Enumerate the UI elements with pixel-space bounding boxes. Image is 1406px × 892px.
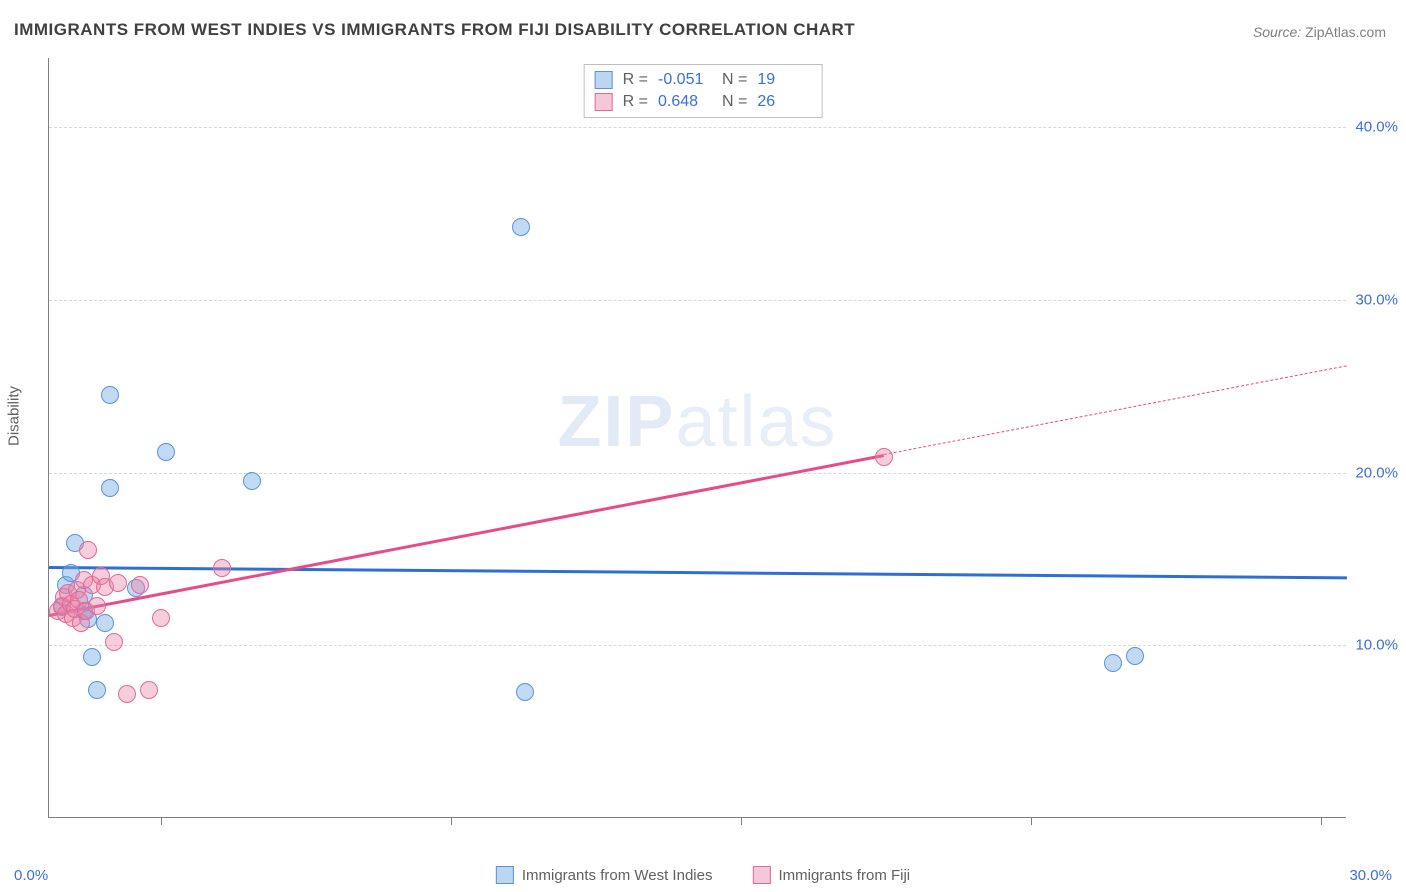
data-point-west_indies [512, 218, 530, 236]
gridline [49, 300, 1346, 301]
stats-n-value: 26 [757, 93, 811, 111]
legend-label: Immigrants from West Indies [522, 867, 713, 884]
x-axis-max-label: 30.0% [1349, 867, 1392, 884]
gridline [49, 473, 1346, 474]
legend-item-fiji: Immigrants from Fiji [752, 866, 910, 884]
x-axis-min-label: 0.0% [14, 867, 48, 884]
data-point-west_indies [96, 614, 114, 632]
y-tick-label: 10.0% [1350, 637, 1398, 654]
correlation-stats-box: R = -0.051 N = 19 R = 0.648 N = 26 [584, 64, 823, 118]
trend-line-fiji [884, 365, 1347, 455]
data-point-fiji [213, 559, 231, 577]
x-tick [741, 817, 742, 825]
x-tick [1031, 817, 1032, 825]
legend-swatch [496, 866, 514, 884]
data-point-west_indies [83, 648, 101, 666]
stats-r-label: R = [623, 71, 648, 89]
data-point-fiji [131, 576, 149, 594]
y-tick-label: 20.0% [1350, 464, 1398, 481]
y-axis-title: Disability [6, 386, 23, 446]
watermark-thin: atlas [675, 382, 837, 462]
y-tick-label: 40.0% [1350, 119, 1398, 136]
stats-swatch [595, 71, 613, 89]
stats-row-west_indies: R = -0.051 N = 19 [595, 69, 812, 91]
source-value: ZipAtlas.com [1305, 24, 1386, 40]
stats-n-label: N = [722, 71, 747, 89]
data-point-west_indies [101, 386, 119, 404]
data-point-fiji [140, 681, 158, 699]
data-point-west_indies [101, 479, 119, 497]
gridline [49, 127, 1346, 128]
y-tick-label: 30.0% [1350, 291, 1398, 308]
trend-line-fiji [49, 454, 885, 616]
data-point-fiji [152, 609, 170, 627]
plot-area: ZIPatlas 10.0%20.0%30.0%40.0% [48, 58, 1346, 818]
x-tick [161, 817, 162, 825]
chart-title: IMMIGRANTS FROM WEST INDIES VS IMMIGRANT… [14, 20, 855, 40]
watermark: ZIPatlas [557, 381, 837, 463]
legend-item-west_indies: Immigrants from West Indies [496, 866, 713, 884]
data-point-fiji [79, 541, 97, 559]
x-tick [451, 817, 452, 825]
data-point-west_indies [157, 443, 175, 461]
source-attribution: Source: ZipAtlas.com [1253, 24, 1386, 40]
legend: Immigrants from West Indies Immigrants fr… [496, 866, 910, 884]
gridline [49, 645, 1346, 646]
data-point-west_indies [243, 472, 261, 490]
data-point-west_indies [516, 683, 534, 701]
data-point-west_indies [88, 681, 106, 699]
stats-swatch [595, 93, 613, 111]
legend-label: Immigrants from Fiji [778, 867, 910, 884]
data-point-fiji [875, 448, 893, 466]
stats-r-value: -0.051 [658, 71, 712, 89]
data-point-west_indies [1104, 654, 1122, 672]
data-point-fiji [88, 597, 106, 615]
data-point-fiji [105, 633, 123, 651]
data-point-west_indies [1126, 647, 1144, 665]
stats-n-value: 19 [757, 71, 811, 89]
stats-n-label: N = [722, 93, 747, 111]
legend-swatch [752, 866, 770, 884]
stats-r-value: 0.648 [658, 93, 712, 111]
stats-r-label: R = [623, 93, 648, 111]
data-point-fiji [109, 574, 127, 592]
x-tick [1321, 817, 1322, 825]
watermark-bold: ZIP [557, 382, 675, 462]
stats-row-fiji: R = 0.648 N = 26 [595, 91, 812, 113]
source-label: Source: [1253, 24, 1301, 40]
data-point-fiji [118, 685, 136, 703]
